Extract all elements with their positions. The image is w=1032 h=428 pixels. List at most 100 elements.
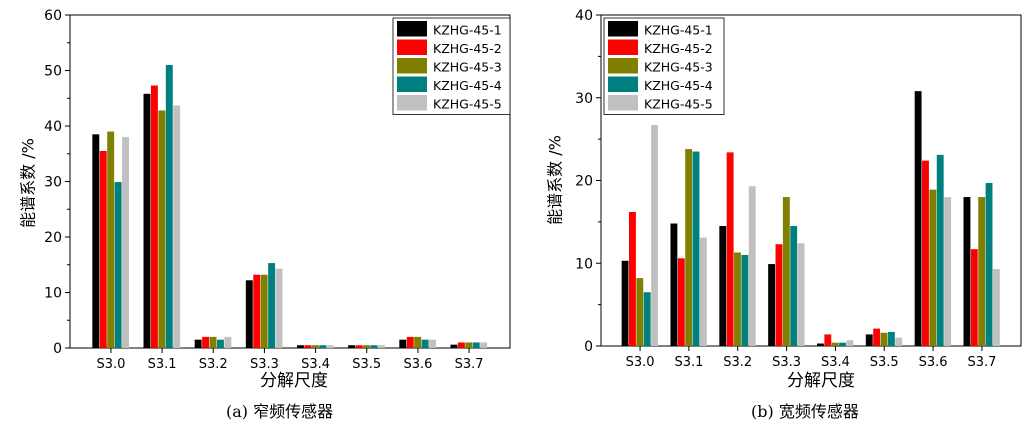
y-tick-label: 0 <box>53 341 62 357</box>
bar <box>944 197 952 346</box>
bar <box>692 151 700 346</box>
bar <box>963 197 971 346</box>
bar <box>929 189 937 346</box>
bar <box>260 274 268 348</box>
bar <box>268 263 276 348</box>
bar <box>985 182 993 346</box>
legend-swatch <box>608 39 638 55</box>
bar <box>936 154 944 346</box>
bar <box>297 345 304 348</box>
bar <box>670 223 678 346</box>
y-tick-label: 20 <box>44 230 62 246</box>
bar <box>865 334 873 346</box>
x-tick-label: S3.0 <box>626 355 655 370</box>
legend-swatch <box>397 58 427 74</box>
y-tick-label: 0 <box>584 339 593 355</box>
bar <box>363 345 370 348</box>
x-tick-label: S3.5 <box>352 357 381 372</box>
x-tick-label: S3.1 <box>674 355 703 370</box>
bar <box>326 345 334 348</box>
legend-label: KZHG-45-1 <box>433 23 502 38</box>
bar <box>748 186 756 346</box>
bar <box>480 342 488 348</box>
bar <box>734 252 741 346</box>
x-axis-label: 分解尺度 <box>260 371 328 391</box>
bar <box>216 339 224 348</box>
bar <box>304 345 312 348</box>
bar <box>173 105 181 348</box>
legend-label: KZHG-45-4 <box>433 78 502 93</box>
bar <box>143 93 151 348</box>
legend-label: KZHG-45-5 <box>644 97 713 112</box>
caption-b: (b) 宽频传感器 <box>751 402 859 421</box>
bar <box>399 339 407 348</box>
bar <box>429 339 436 348</box>
bar <box>370 345 378 348</box>
x-tick-label: S3.3 <box>772 355 801 370</box>
bar <box>817 343 824 346</box>
bar <box>348 345 356 348</box>
bar <box>355 345 363 348</box>
bar <box>275 268 283 348</box>
y-tick-label: 10 <box>44 286 62 302</box>
legend-label: KZHG-45-2 <box>644 41 713 56</box>
x-tick-label: S3.0 <box>96 357 125 372</box>
x-tick-label: S3.4 <box>821 355 850 370</box>
x-tick-label: S3.7 <box>967 355 996 370</box>
legend-swatch <box>608 76 638 92</box>
bar <box>114 182 122 348</box>
bar <box>311 345 319 348</box>
x-tick-label: S3.1 <box>148 357 177 372</box>
y-axis: 0 10 20 30 40 <box>575 8 601 355</box>
legend: KZHG-45-1 KZHG-45-2 KZHG-45-3 KZHG-45-4 KZHG… <box>603 17 725 115</box>
legend-swatch <box>397 95 427 111</box>
y-tick-label: 40 <box>575 8 593 24</box>
x-tick-label: S3.5 <box>870 355 899 370</box>
x-axis: S3.0 S3.1 S3.2 S3.3 S3.4 S3.5 S3.6 S3.7 <box>626 346 996 370</box>
bar <box>651 125 658 347</box>
y-axis-label: 能谱系数 /% <box>19 138 38 228</box>
bar <box>457 342 465 348</box>
y-tick-label: 20 <box>575 174 593 190</box>
x-tick-label: S3.2 <box>723 355 752 370</box>
bar <box>782 197 790 346</box>
legend-swatch <box>397 39 427 55</box>
legend-swatch <box>397 76 427 92</box>
bar <box>406 336 414 348</box>
bar <box>158 110 166 349</box>
bar <box>978 197 986 346</box>
legend-label: KZHG-45-5 <box>433 97 502 112</box>
bar-group <box>92 64 488 349</box>
legend-label: KZHG-45-3 <box>644 60 713 75</box>
legend-swatch <box>608 95 638 111</box>
bar <box>643 292 651 346</box>
legend-label: KZHG-45-1 <box>644 23 713 38</box>
bar <box>797 243 805 346</box>
x-tick-label: S3.6 <box>919 355 948 370</box>
bar <box>319 345 327 348</box>
bar <box>194 339 202 348</box>
bar <box>726 152 734 346</box>
bar <box>209 336 217 348</box>
bar <box>621 260 629 346</box>
bar <box>790 226 798 346</box>
x-tick-label: S3.6 <box>403 357 432 372</box>
bar <box>719 226 727 346</box>
bar-group <box>621 91 1000 347</box>
y-tick-label: 30 <box>575 91 593 107</box>
bar <box>741 254 749 346</box>
bar <box>629 211 636 346</box>
bar <box>775 244 783 346</box>
bar <box>846 340 854 346</box>
bar <box>873 328 881 346</box>
y-tick-label: 60 <box>44 8 62 24</box>
legend-label: KZHG-45-2 <box>433 41 502 56</box>
bar <box>768 264 776 346</box>
y-axis: 0 10 20 30 40 50 60 <box>44 8 70 357</box>
bar <box>895 337 903 346</box>
bar <box>377 345 385 348</box>
y-tick-label: 40 <box>44 119 62 135</box>
bar <box>824 334 832 346</box>
